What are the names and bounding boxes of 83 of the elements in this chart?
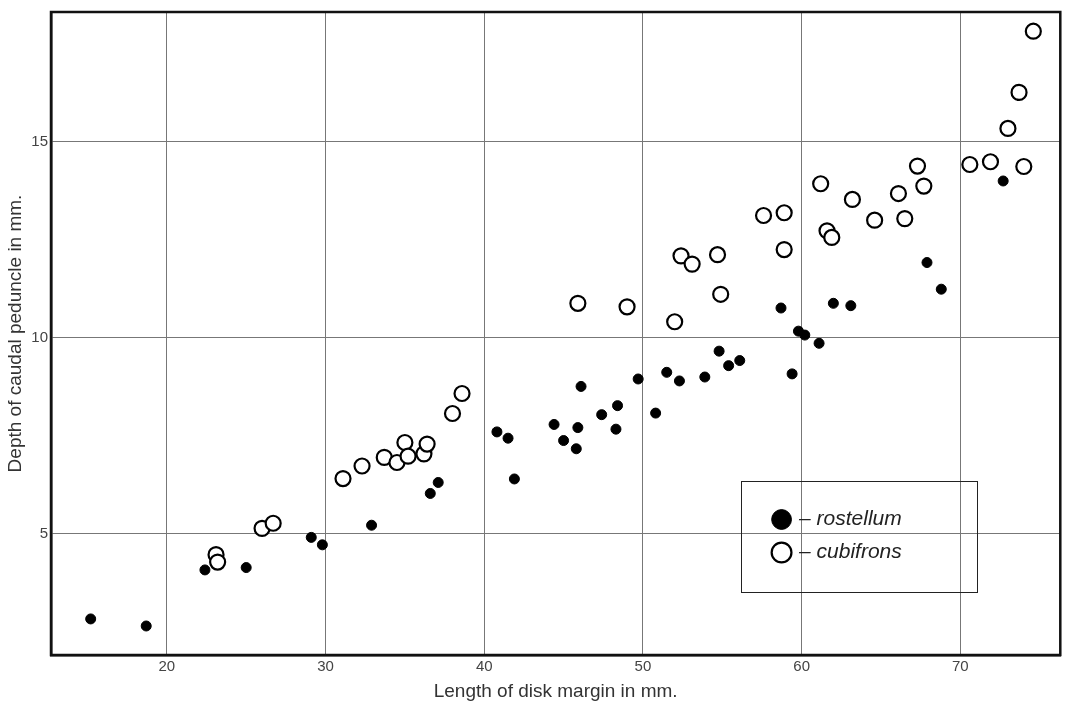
point xyxy=(712,285,730,303)
point xyxy=(596,409,608,421)
point xyxy=(997,175,1009,187)
point xyxy=(572,422,584,434)
point xyxy=(508,473,520,485)
legend-label: – rostellum xyxy=(798,506,902,530)
point xyxy=(353,457,371,475)
point xyxy=(699,371,711,383)
point xyxy=(775,204,793,222)
point xyxy=(453,384,471,403)
y-tick-label: 10 xyxy=(31,327,48,345)
point xyxy=(399,447,417,465)
x-tick-label: 70 xyxy=(951,657,969,675)
point xyxy=(1024,22,1042,40)
point xyxy=(843,190,862,209)
point xyxy=(418,435,436,453)
point xyxy=(999,119,1017,138)
point xyxy=(813,337,825,349)
point xyxy=(491,426,503,438)
point xyxy=(396,433,414,452)
point xyxy=(240,562,252,574)
point xyxy=(775,241,793,259)
point xyxy=(823,228,841,247)
point xyxy=(558,435,570,447)
point xyxy=(661,366,673,378)
point xyxy=(618,298,636,316)
point xyxy=(673,375,685,387)
x-tick-label: 60 xyxy=(793,657,810,675)
point xyxy=(827,297,839,309)
point xyxy=(316,539,328,551)
point xyxy=(896,210,914,228)
point xyxy=(866,211,884,229)
point xyxy=(754,206,773,225)
point xyxy=(799,329,811,341)
point xyxy=(443,404,462,423)
point xyxy=(775,302,787,314)
point xyxy=(209,553,227,571)
point xyxy=(713,345,725,357)
point xyxy=(734,355,746,367)
point xyxy=(981,153,1000,171)
point xyxy=(845,300,857,312)
point xyxy=(305,531,317,543)
x-tick-label: 20 xyxy=(158,657,176,675)
point xyxy=(424,487,436,499)
point xyxy=(935,283,947,295)
point xyxy=(889,184,908,203)
point xyxy=(786,368,798,380)
point xyxy=(723,360,735,372)
point xyxy=(812,175,830,193)
point xyxy=(612,400,624,412)
point xyxy=(683,255,701,273)
point xyxy=(632,373,644,385)
point xyxy=(610,423,622,435)
y-axis-title: Depth of caudal peduncle in mm. xyxy=(3,194,25,473)
point xyxy=(334,469,352,488)
point xyxy=(366,519,378,531)
point xyxy=(85,613,97,625)
point xyxy=(650,407,662,419)
point xyxy=(140,620,152,632)
point xyxy=(502,432,514,444)
x-tick-label: 50 xyxy=(634,657,652,675)
point xyxy=(666,313,684,331)
x-tick-label: 40 xyxy=(475,657,493,675)
y-tick-label: 15 xyxy=(31,131,48,149)
point xyxy=(570,443,582,455)
legend-label: – cubifrons xyxy=(798,539,903,563)
point xyxy=(1015,157,1033,176)
point xyxy=(575,380,587,392)
point xyxy=(921,257,933,269)
point xyxy=(569,294,587,312)
x-tick-label: 30 xyxy=(317,657,334,675)
point xyxy=(1010,83,1028,101)
point xyxy=(908,157,927,175)
point xyxy=(264,514,282,532)
point xyxy=(375,448,393,466)
point xyxy=(548,418,560,430)
y-tick-label: 5 xyxy=(39,523,48,541)
point xyxy=(915,177,933,195)
point xyxy=(199,564,211,576)
point xyxy=(708,246,727,264)
point xyxy=(432,476,444,488)
x-axis-title: Length of disk margin in mm. xyxy=(433,679,678,701)
point xyxy=(961,155,979,174)
